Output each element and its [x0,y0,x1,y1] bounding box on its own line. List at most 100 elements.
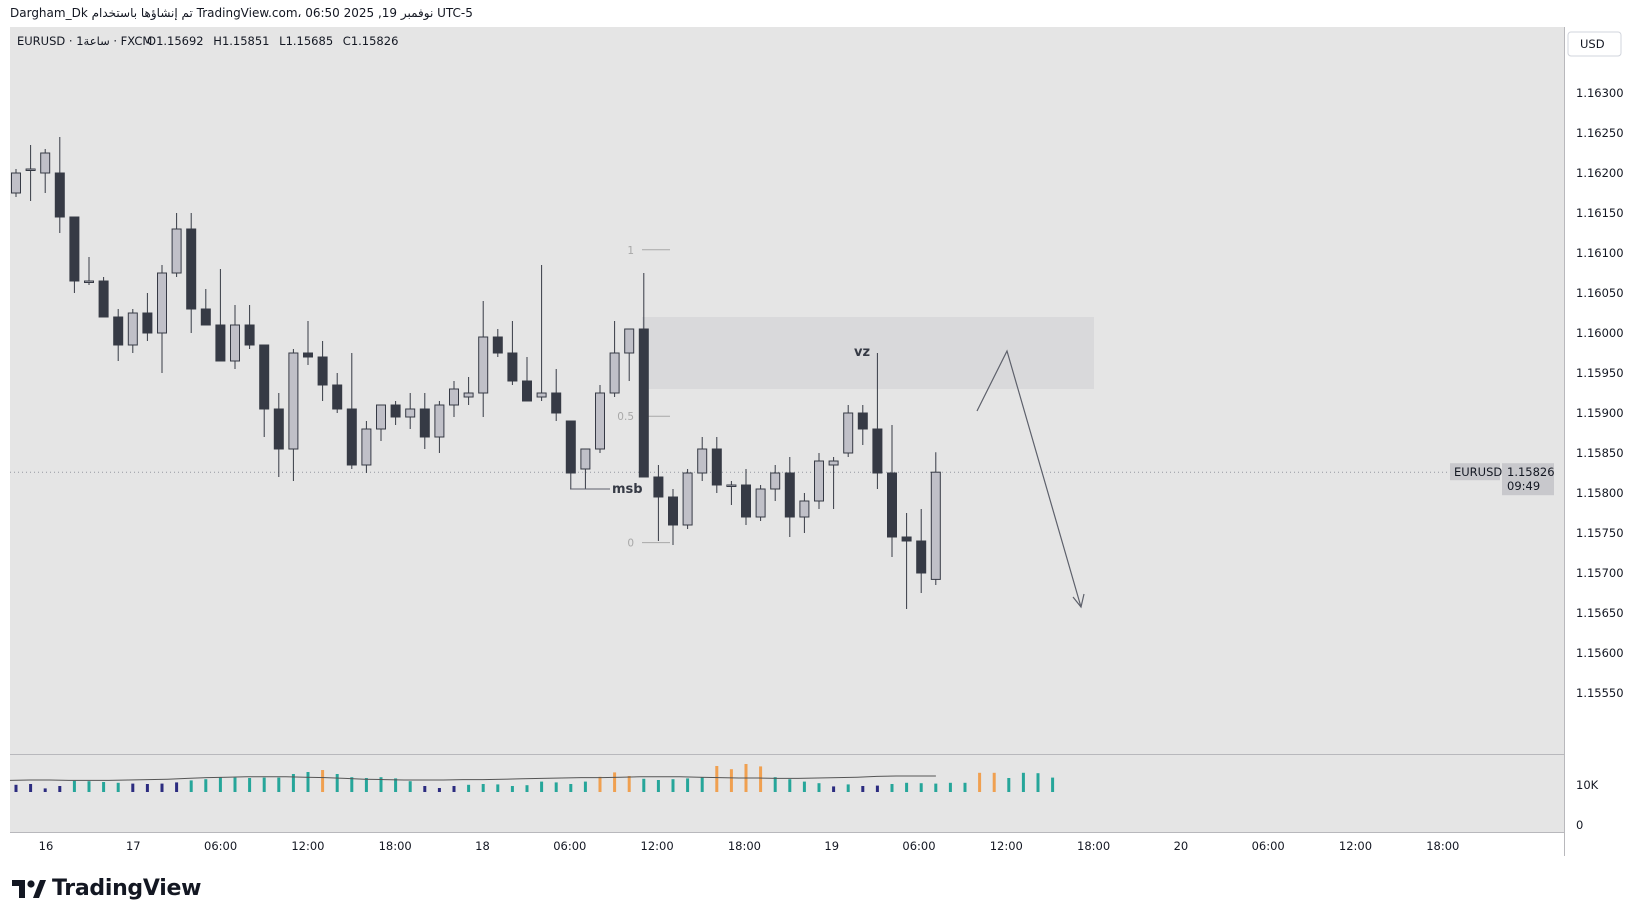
volume-bar-31[interactable] [467,784,471,792]
currency-button-frame[interactable] [1567,31,1622,57]
volume-bar-13[interactable] [204,779,208,792]
volume-bar-63[interactable] [934,783,938,792]
candle-body-16[interactable] [244,324,255,346]
volume-bar-49[interactable] [729,769,733,792]
candle-body-29[interactable] [434,404,445,438]
candle-body-26[interactable] [390,404,401,418]
candle-body-50[interactable] [741,484,751,518]
volume-bar-43[interactable] [642,778,646,792]
volume-bar-21[interactable] [321,770,325,792]
volume-bar-22[interactable] [335,774,339,792]
candle-body-56[interactable] [828,460,839,466]
price-axis[interactable] [1564,27,1624,832]
fib-retracement[interactable]: 10.50 [617,245,670,550]
volume-bar-16[interactable] [248,778,252,792]
candle-body-39[interactable] [580,448,591,470]
volume-bar-36[interactable] [540,781,544,792]
candlestick-series[interactable] [11,137,941,609]
volume-bar-9[interactable] [145,784,149,792]
candle-body-3[interactable] [54,172,65,218]
candle-body-61[interactable] [901,536,912,542]
projection-arrowhead[interactable] [1072,593,1085,609]
candle-body-41[interactable] [609,352,620,394]
volume-bar-64[interactable] [948,782,952,792]
time-axis[interactable] [10,832,1564,856]
volume-bar-26[interactable] [394,778,398,792]
volume-bar-52[interactable] [773,777,777,792]
candle-body-6[interactable] [98,280,109,318]
volume-bar-56[interactable] [832,786,836,792]
volume-bar-23[interactable] [350,777,354,792]
volume-bar-70[interactable] [1036,773,1040,792]
volume-bar-14[interactable] [218,777,222,792]
candle-body-10[interactable] [157,272,167,334]
volume-bar-48[interactable] [715,766,719,792]
volume-bar-2[interactable] [43,788,47,792]
volume-bar-7[interactable] [116,782,120,792]
volume-bar-66[interactable] [978,772,982,792]
candle-body-13[interactable] [200,308,211,326]
candle-body-32[interactable] [478,336,489,394]
volume-bar-60[interactable] [890,784,894,792]
candle-body-45[interactable] [668,496,678,526]
candle-body-22[interactable] [332,384,343,410]
candle-body-62[interactable] [916,540,927,574]
candle-body-23[interactable] [346,408,357,466]
candle-body-55[interactable] [814,460,824,502]
volume-bar-10[interactable] [160,783,164,792]
candle-body-44[interactable] [653,476,664,498]
candle-body-43[interactable] [638,328,649,478]
volume-bar-0[interactable] [14,784,18,792]
volume-bar-55[interactable] [817,783,821,792]
candle-body-51[interactable] [755,488,766,518]
candle-body-30[interactable] [449,388,459,406]
volume-bar-67[interactable] [992,772,996,792]
volume-bar-51[interactable] [759,766,763,792]
supply-zone[interactable] [642,317,1094,389]
candle-body-11[interactable] [171,228,182,274]
candle-body-15[interactable] [230,324,240,362]
volume-bar-37[interactable] [554,782,558,792]
volume-bar-29[interactable] [437,788,441,792]
volume-bar-40[interactable] [598,776,602,792]
volume-bar-35[interactable] [525,785,529,792]
volume-bar-20[interactable] [306,772,310,792]
candle-body-63[interactable] [930,471,941,580]
candle-body-21[interactable] [317,356,328,386]
candle-body-28[interactable] [419,408,430,438]
volume-bar-34[interactable] [510,786,514,792]
volume-bar-4[interactable] [72,780,76,792]
candle-body-27[interactable] [405,408,416,418]
candle-body-38[interactable] [565,420,576,474]
volume-bar-71[interactable] [1051,777,1055,792]
candle-body-25[interactable] [376,404,386,430]
volume-bar-59[interactable] [875,785,879,792]
candle-body-7[interactable] [113,316,124,346]
volume-bar-8[interactable] [131,783,135,792]
volume-bar-57[interactable] [846,784,850,792]
volume-bar-61[interactable] [905,782,909,792]
volume-bar-19[interactable] [291,774,295,792]
volume-bar-69[interactable] [1021,772,1025,792]
candle-body-37[interactable] [551,392,562,414]
candle-body-36[interactable] [536,392,547,398]
candle-body-14[interactable] [215,324,226,362]
volume-bar-42[interactable] [627,776,631,792]
msb-label[interactable]: msb [612,482,643,497]
price-pane[interactable] [10,27,1564,754]
volume-bar-58[interactable] [861,786,865,792]
volume-bar-6[interactable] [102,782,106,792]
candle-body-35[interactable] [522,380,532,402]
volume-bar-53[interactable] [788,779,792,792]
candle-body-42[interactable] [624,328,635,354]
vz-label[interactable]: vz [854,345,870,360]
volume-bar-24[interactable] [364,778,368,792]
volume-series[interactable] [14,764,1055,792]
candle-body-5[interactable] [84,280,94,283]
candle-body-47[interactable] [697,448,708,474]
volume-bar-11[interactable] [175,782,179,792]
candle-body-52[interactable] [770,472,781,490]
candle-body-40[interactable] [595,392,605,450]
candle-body-49[interactable] [726,484,737,487]
